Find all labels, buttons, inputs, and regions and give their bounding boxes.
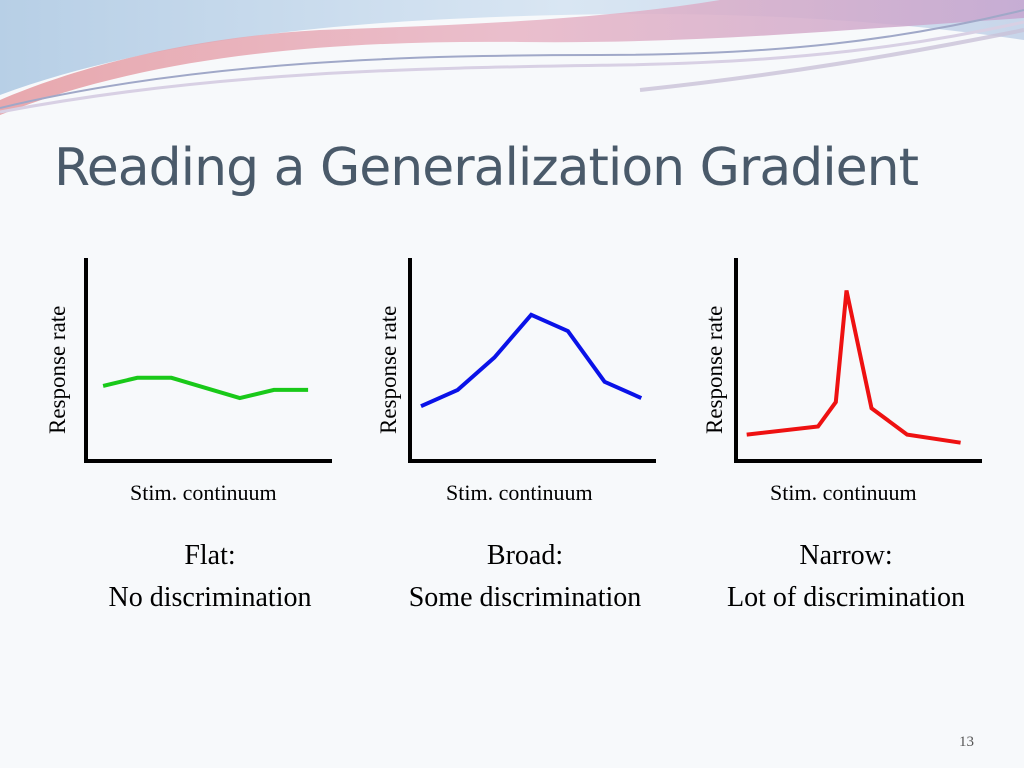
header-wave-decoration: [0, 0, 1024, 120]
y-axis-label: Response rate: [376, 305, 401, 434]
x-axis-label: Stim. continuum: [130, 480, 277, 505]
y-axis-label: Response rate: [45, 305, 70, 434]
y-axis-label: Response rate: [702, 305, 727, 434]
caption-text: Lot of discrimination: [727, 582, 965, 613]
slide-title: Reading a Generalization Gradient: [54, 138, 919, 198]
chart-flat: [84, 258, 332, 463]
caption-title: Narrow:: [799, 540, 893, 571]
caption-text: No discrimination: [108, 582, 312, 613]
x-axis-label: Stim. continuum: [446, 480, 593, 505]
chart-broad: [408, 258, 656, 463]
caption-title: Flat:: [184, 540, 236, 571]
chart-panel-flat: Response rate Stim. continuum: [40, 252, 340, 505]
chart-panel-broad: Response rate Stim. continuum: [364, 252, 664, 505]
series-line: [746, 290, 961, 445]
series-line: [420, 312, 643, 409]
caption-narrow: Narrow: Lot of discrimination: [696, 535, 996, 619]
caption-text: Some discrimination: [408, 582, 642, 613]
page-number: 13: [959, 734, 974, 750]
series-line: [102, 375, 309, 401]
chart-narrow: [734, 258, 982, 463]
caption-flat: Flat: No discrimination: [70, 535, 350, 619]
chart-panel-narrow: Response rate Stim. continuum: [690, 252, 990, 505]
x-axis-label: Stim. continuum: [770, 480, 917, 505]
caption-title: Broad:: [486, 540, 564, 571]
caption-broad: Broad: Some discrimination: [370, 535, 680, 619]
